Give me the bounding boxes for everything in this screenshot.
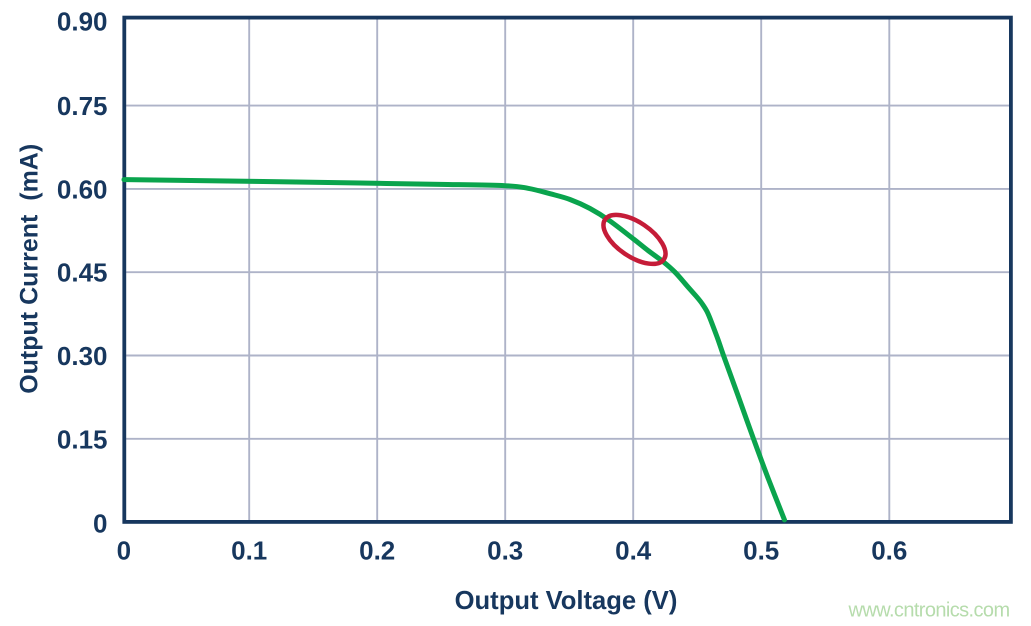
svg-text:0.90: 0.90 — [57, 6, 108, 36]
svg-text:0.2: 0.2 — [359, 535, 395, 565]
svg-text:0.75: 0.75 — [57, 91, 108, 121]
svg-text:Output Voltage (V): Output Voltage (V) — [455, 587, 678, 615]
svg-text:0.6: 0.6 — [871, 535, 907, 565]
svg-text:0.60: 0.60 — [57, 174, 108, 204]
svg-text:0: 0 — [93, 508, 107, 538]
svg-text:0.4: 0.4 — [615, 535, 652, 565]
svg-text:Output Current (mA): Output Current (mA) — [16, 144, 44, 394]
svg-text:0: 0 — [117, 535, 131, 565]
svg-text:0.1: 0.1 — [231, 535, 267, 565]
svg-text:0.15: 0.15 — [57, 424, 108, 454]
svg-text:0.45: 0.45 — [57, 258, 108, 288]
svg-text:www.cntronics.com: www.cntronics.com — [848, 600, 1010, 622]
svg-text:0.5: 0.5 — [743, 535, 779, 565]
svg-text:0.3: 0.3 — [487, 535, 523, 565]
svg-text:0.30: 0.30 — [57, 341, 108, 371]
